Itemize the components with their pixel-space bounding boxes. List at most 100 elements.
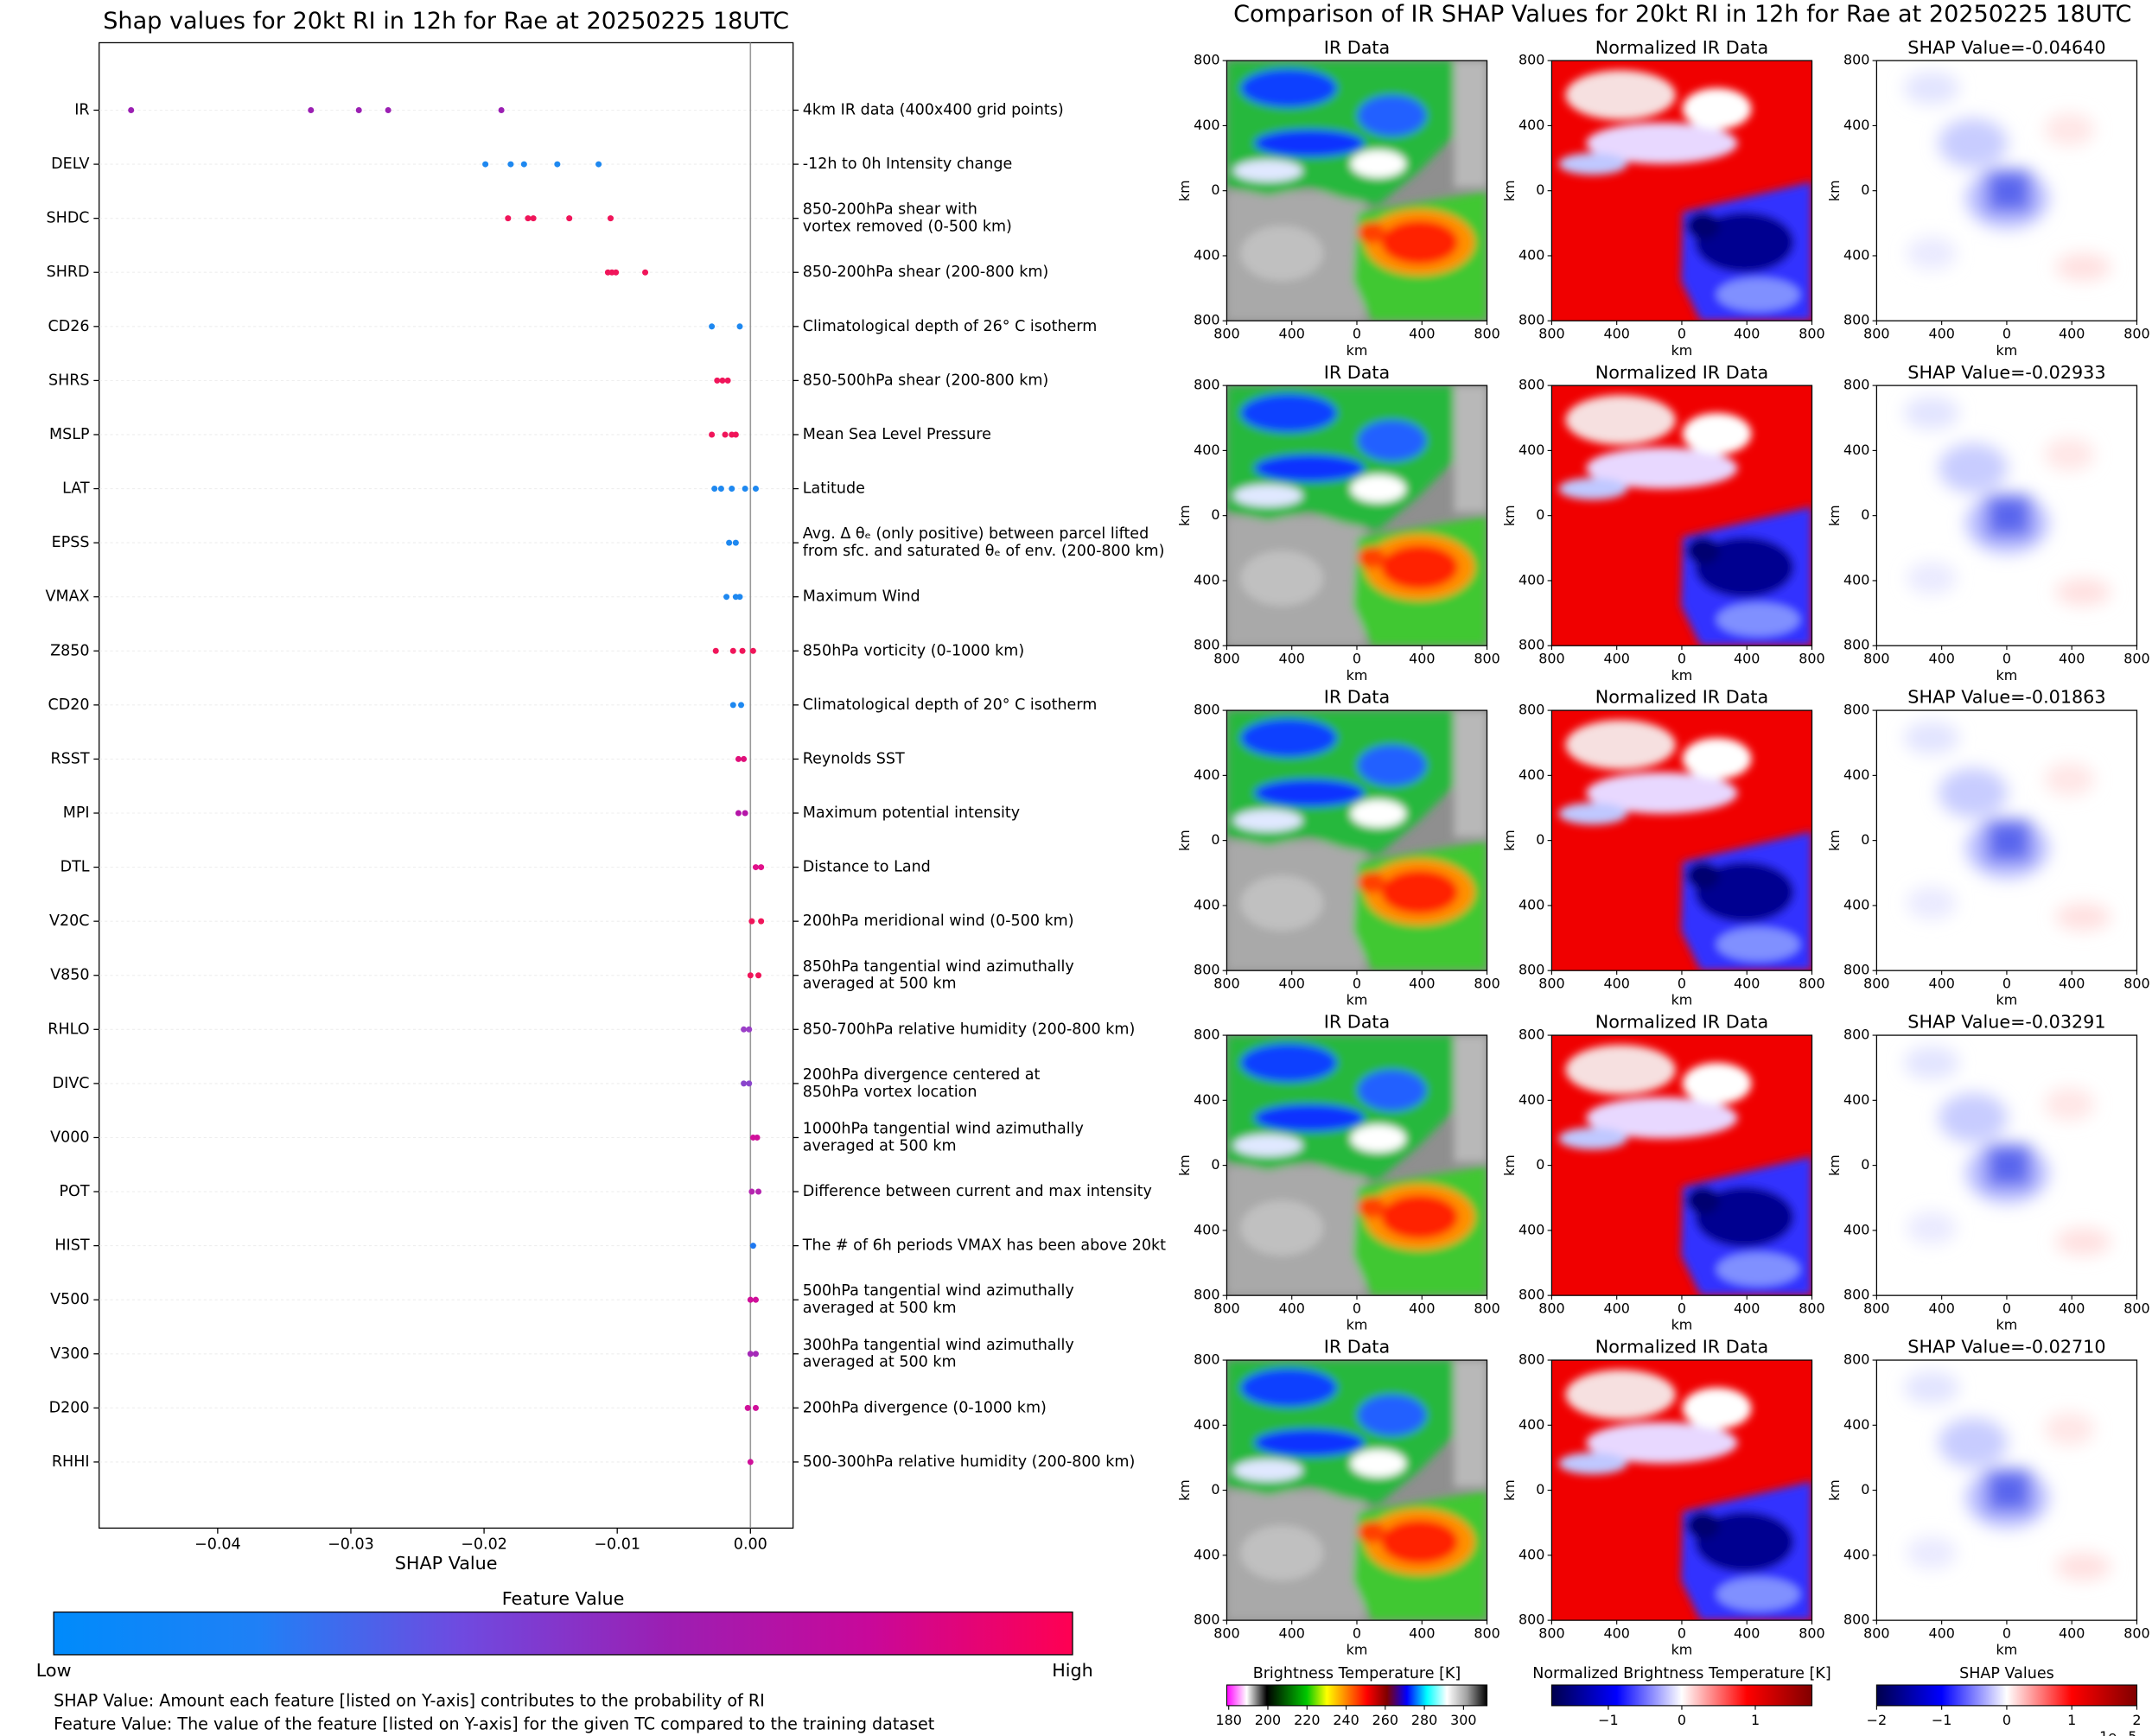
point bbox=[507, 161, 514, 168]
y-tick-label: 800 bbox=[1843, 1612, 1869, 1628]
colorbar-tick-label: 220 bbox=[1294, 1712, 1320, 1728]
x-tick-label: 800 bbox=[1538, 326, 1564, 342]
feature-description: Climatological depth of 20° C isotherm bbox=[803, 696, 1098, 714]
colorbar-title: Normalized Brightness Temperature [K] bbox=[1532, 1665, 1830, 1682]
colorbar-tick-label: 260 bbox=[1372, 1712, 1398, 1728]
y-tick-label: 400 bbox=[1194, 1416, 1219, 1433]
feature-name: RHHI bbox=[52, 1453, 90, 1471]
y-tick-label: 800 bbox=[1843, 312, 1869, 328]
x-tick-label: 400 bbox=[1734, 1625, 1760, 1642]
colorbar-tick-label: 2 bbox=[2132, 1712, 2141, 1728]
y-tick-label: 400 bbox=[1194, 896, 1219, 913]
point bbox=[595, 161, 602, 168]
point bbox=[711, 486, 718, 493]
x-tick-label: 800 bbox=[1863, 1300, 1889, 1317]
x-tick-label: 800 bbox=[1213, 976, 1239, 992]
y-tick-label: 800 bbox=[1518, 1287, 1544, 1303]
feature-description: 200hPa divergence (0-1000 km) bbox=[803, 1399, 1047, 1416]
feature-name: MSLP bbox=[49, 426, 90, 443]
x-tick-label: 400 bbox=[1603, 651, 1629, 667]
point bbox=[758, 864, 765, 871]
image-panel bbox=[1876, 1360, 2136, 1620]
point bbox=[717, 486, 724, 493]
x-tick-label: 800 bbox=[1474, 651, 1499, 667]
y-tick-label: 800 bbox=[1194, 1351, 1219, 1368]
point bbox=[530, 215, 537, 222]
feature-description: Maximum Wind bbox=[803, 588, 920, 606]
x-tick-label: 800 bbox=[1213, 326, 1239, 342]
y-tick-label: 0 bbox=[1536, 831, 1544, 848]
x-tick-label: 800 bbox=[1538, 976, 1564, 992]
y-tick-label: 0 bbox=[1861, 506, 1869, 523]
point bbox=[738, 702, 745, 709]
point bbox=[505, 215, 512, 222]
feature-description: Mean Sea Level Pressure bbox=[803, 426, 991, 443]
point bbox=[747, 972, 754, 979]
y-tick-label: 400 bbox=[1518, 1416, 1544, 1433]
y-tick-label: 800 bbox=[1843, 52, 1869, 68]
colorbar bbox=[1875, 1684, 2138, 1707]
x-tick-label: −0.01 bbox=[594, 1536, 640, 1554]
y-tick-label: 400 bbox=[1843, 117, 1869, 133]
point bbox=[732, 431, 739, 438]
x-axis-label: km bbox=[1996, 992, 2018, 1008]
feature-name: V000 bbox=[50, 1129, 89, 1146]
colorbar bbox=[1550, 1684, 1813, 1707]
x-axis-label: km bbox=[1347, 667, 1368, 684]
y-tick-label: 400 bbox=[1194, 766, 1219, 783]
point bbox=[742, 486, 748, 493]
x-tick-label: −0.04 bbox=[194, 1536, 241, 1554]
y-axis-label: km bbox=[1826, 180, 1843, 201]
point bbox=[736, 323, 743, 330]
feature-description: averaged at 500 km bbox=[803, 1300, 957, 1317]
point bbox=[128, 106, 135, 114]
y-axis-label: km bbox=[1501, 505, 1518, 526]
point bbox=[744, 1404, 751, 1411]
x-tick-label: 400 bbox=[1734, 651, 1760, 667]
feature-name: VMAX bbox=[45, 588, 89, 606]
feature-description: averaged at 500 km bbox=[803, 1354, 957, 1371]
x-axis-label: km bbox=[1347, 1642, 1368, 1658]
x-tick-label: 0 bbox=[1353, 326, 1361, 342]
y-tick-label: 800 bbox=[1518, 1027, 1544, 1043]
y-axis-label: km bbox=[1176, 1154, 1193, 1176]
image-panel bbox=[1551, 60, 1811, 321]
y-tick-label: 0 bbox=[1861, 1156, 1869, 1173]
point bbox=[482, 161, 489, 168]
y-axis-label: km bbox=[1826, 1479, 1843, 1501]
point bbox=[554, 161, 561, 168]
x-tick-label: 0 bbox=[1353, 976, 1361, 992]
panel-title: IR Data bbox=[1324, 1012, 1391, 1033]
x-tick-label: 800 bbox=[2123, 651, 2149, 667]
colorbar bbox=[53, 1611, 1073, 1656]
point bbox=[709, 323, 716, 330]
x-tick-label: 400 bbox=[2059, 651, 2085, 667]
x-tick-label: 400 bbox=[1603, 976, 1629, 992]
y-axis-label: km bbox=[1501, 1479, 1518, 1501]
y-tick-label: 0 bbox=[1536, 1481, 1544, 1498]
point bbox=[741, 1026, 748, 1033]
x-tick-label: 400 bbox=[1279, 1625, 1305, 1642]
colorbar-title: Feature Value bbox=[502, 1588, 625, 1609]
note: Feature Value: The value of the feature … bbox=[54, 1714, 935, 1734]
feature-name: CD20 bbox=[48, 696, 90, 714]
image-panel bbox=[1226, 1360, 1487, 1620]
x-tick-label: 400 bbox=[1928, 651, 1954, 667]
feature-name: HIST bbox=[54, 1237, 89, 1255]
feature-description: 4km IR data (400x400 grid points) bbox=[803, 102, 1064, 119]
point bbox=[729, 486, 735, 493]
y-tick-label: 0 bbox=[1861, 831, 1869, 848]
y-axis-label: km bbox=[1826, 1154, 1843, 1176]
colorbar-tick-label: 0 bbox=[1678, 1712, 1686, 1728]
y-tick-label: 800 bbox=[1518, 637, 1544, 653]
image-panel bbox=[1226, 710, 1487, 970]
panel-title: IR Data bbox=[1324, 362, 1391, 383]
image-panel bbox=[1226, 385, 1487, 645]
x-tick-label: 800 bbox=[1474, 326, 1499, 342]
y-tick-label: 800 bbox=[1518, 52, 1544, 68]
feature-description: 850-200hPa shear with bbox=[803, 201, 977, 219]
panel-title: SHAP Value=-0.03291 bbox=[1907, 1012, 2105, 1033]
point bbox=[719, 377, 726, 384]
point bbox=[749, 1243, 756, 1250]
point bbox=[752, 486, 759, 493]
